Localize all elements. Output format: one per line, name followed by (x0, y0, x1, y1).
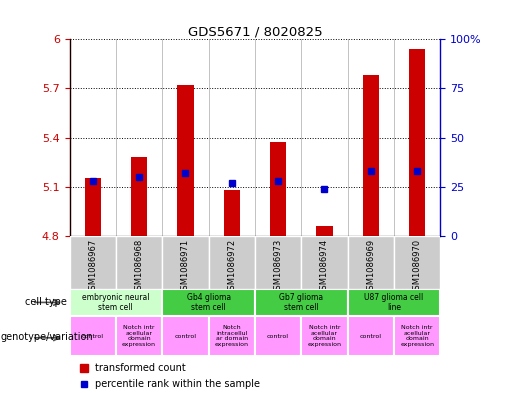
Bar (116, 236, 162, 289)
Text: control: control (175, 334, 196, 338)
Bar (177, 85, 194, 236)
Bar (162, 316, 209, 356)
Bar (348, 236, 394, 289)
Bar (131, 157, 147, 236)
Bar (70, 289, 162, 316)
Bar (84, 178, 101, 236)
Text: Notch
intracellul
ar domain
expression: Notch intracellul ar domain expression (215, 325, 249, 347)
Bar (209, 316, 255, 356)
Bar (224, 190, 240, 236)
Text: GSM1086973: GSM1086973 (273, 239, 283, 295)
Bar (116, 316, 162, 356)
Text: embryonic neural
stem cell: embryonic neural stem cell (82, 293, 150, 312)
Text: U87 glioma cell
line: U87 glioma cell line (364, 293, 424, 312)
Text: control: control (360, 334, 382, 338)
Text: GSM1086971: GSM1086971 (181, 239, 190, 295)
Text: Notch intr
acellular
domain
expression: Notch intr acellular domain expression (400, 325, 434, 347)
Text: Notch intr
acellular
domain
expression: Notch intr acellular domain expression (307, 325, 341, 347)
Text: cell type: cell type (25, 297, 67, 307)
Title: GDS5671 / 8020825: GDS5671 / 8020825 (187, 25, 322, 38)
Bar (301, 236, 348, 289)
Bar (394, 316, 440, 356)
Bar (348, 289, 440, 316)
Text: Gb4 glioma
stem cell: Gb4 glioma stem cell (186, 293, 231, 312)
Bar (255, 289, 348, 316)
Bar (255, 316, 301, 356)
Bar (162, 289, 255, 316)
Bar (363, 75, 379, 236)
Text: control: control (267, 334, 289, 338)
Text: GSM1086968: GSM1086968 (134, 239, 144, 295)
Bar (270, 142, 286, 236)
Text: GSM1086974: GSM1086974 (320, 239, 329, 295)
Bar (70, 316, 116, 356)
Text: control: control (82, 334, 104, 338)
Text: GSM1086972: GSM1086972 (227, 239, 236, 295)
Bar (70, 236, 116, 289)
Bar (209, 236, 255, 289)
Bar (348, 316, 394, 356)
Bar (255, 236, 301, 289)
Bar (301, 316, 348, 356)
Text: Notch intr
acellular
domain
expression: Notch intr acellular domain expression (122, 325, 156, 347)
Text: percentile rank within the sample: percentile rank within the sample (95, 378, 261, 389)
Text: genotype/variation: genotype/variation (0, 332, 93, 342)
Text: GSM1086969: GSM1086969 (366, 239, 375, 295)
Bar (162, 236, 209, 289)
Bar (394, 236, 440, 289)
Text: Gb7 glioma
stem cell: Gb7 glioma stem cell (279, 293, 323, 312)
Bar (409, 49, 425, 236)
Text: transformed count: transformed count (95, 364, 186, 373)
Bar (316, 226, 333, 236)
Text: GSM1086970: GSM1086970 (413, 239, 422, 295)
Text: GSM1086967: GSM1086967 (88, 239, 97, 295)
